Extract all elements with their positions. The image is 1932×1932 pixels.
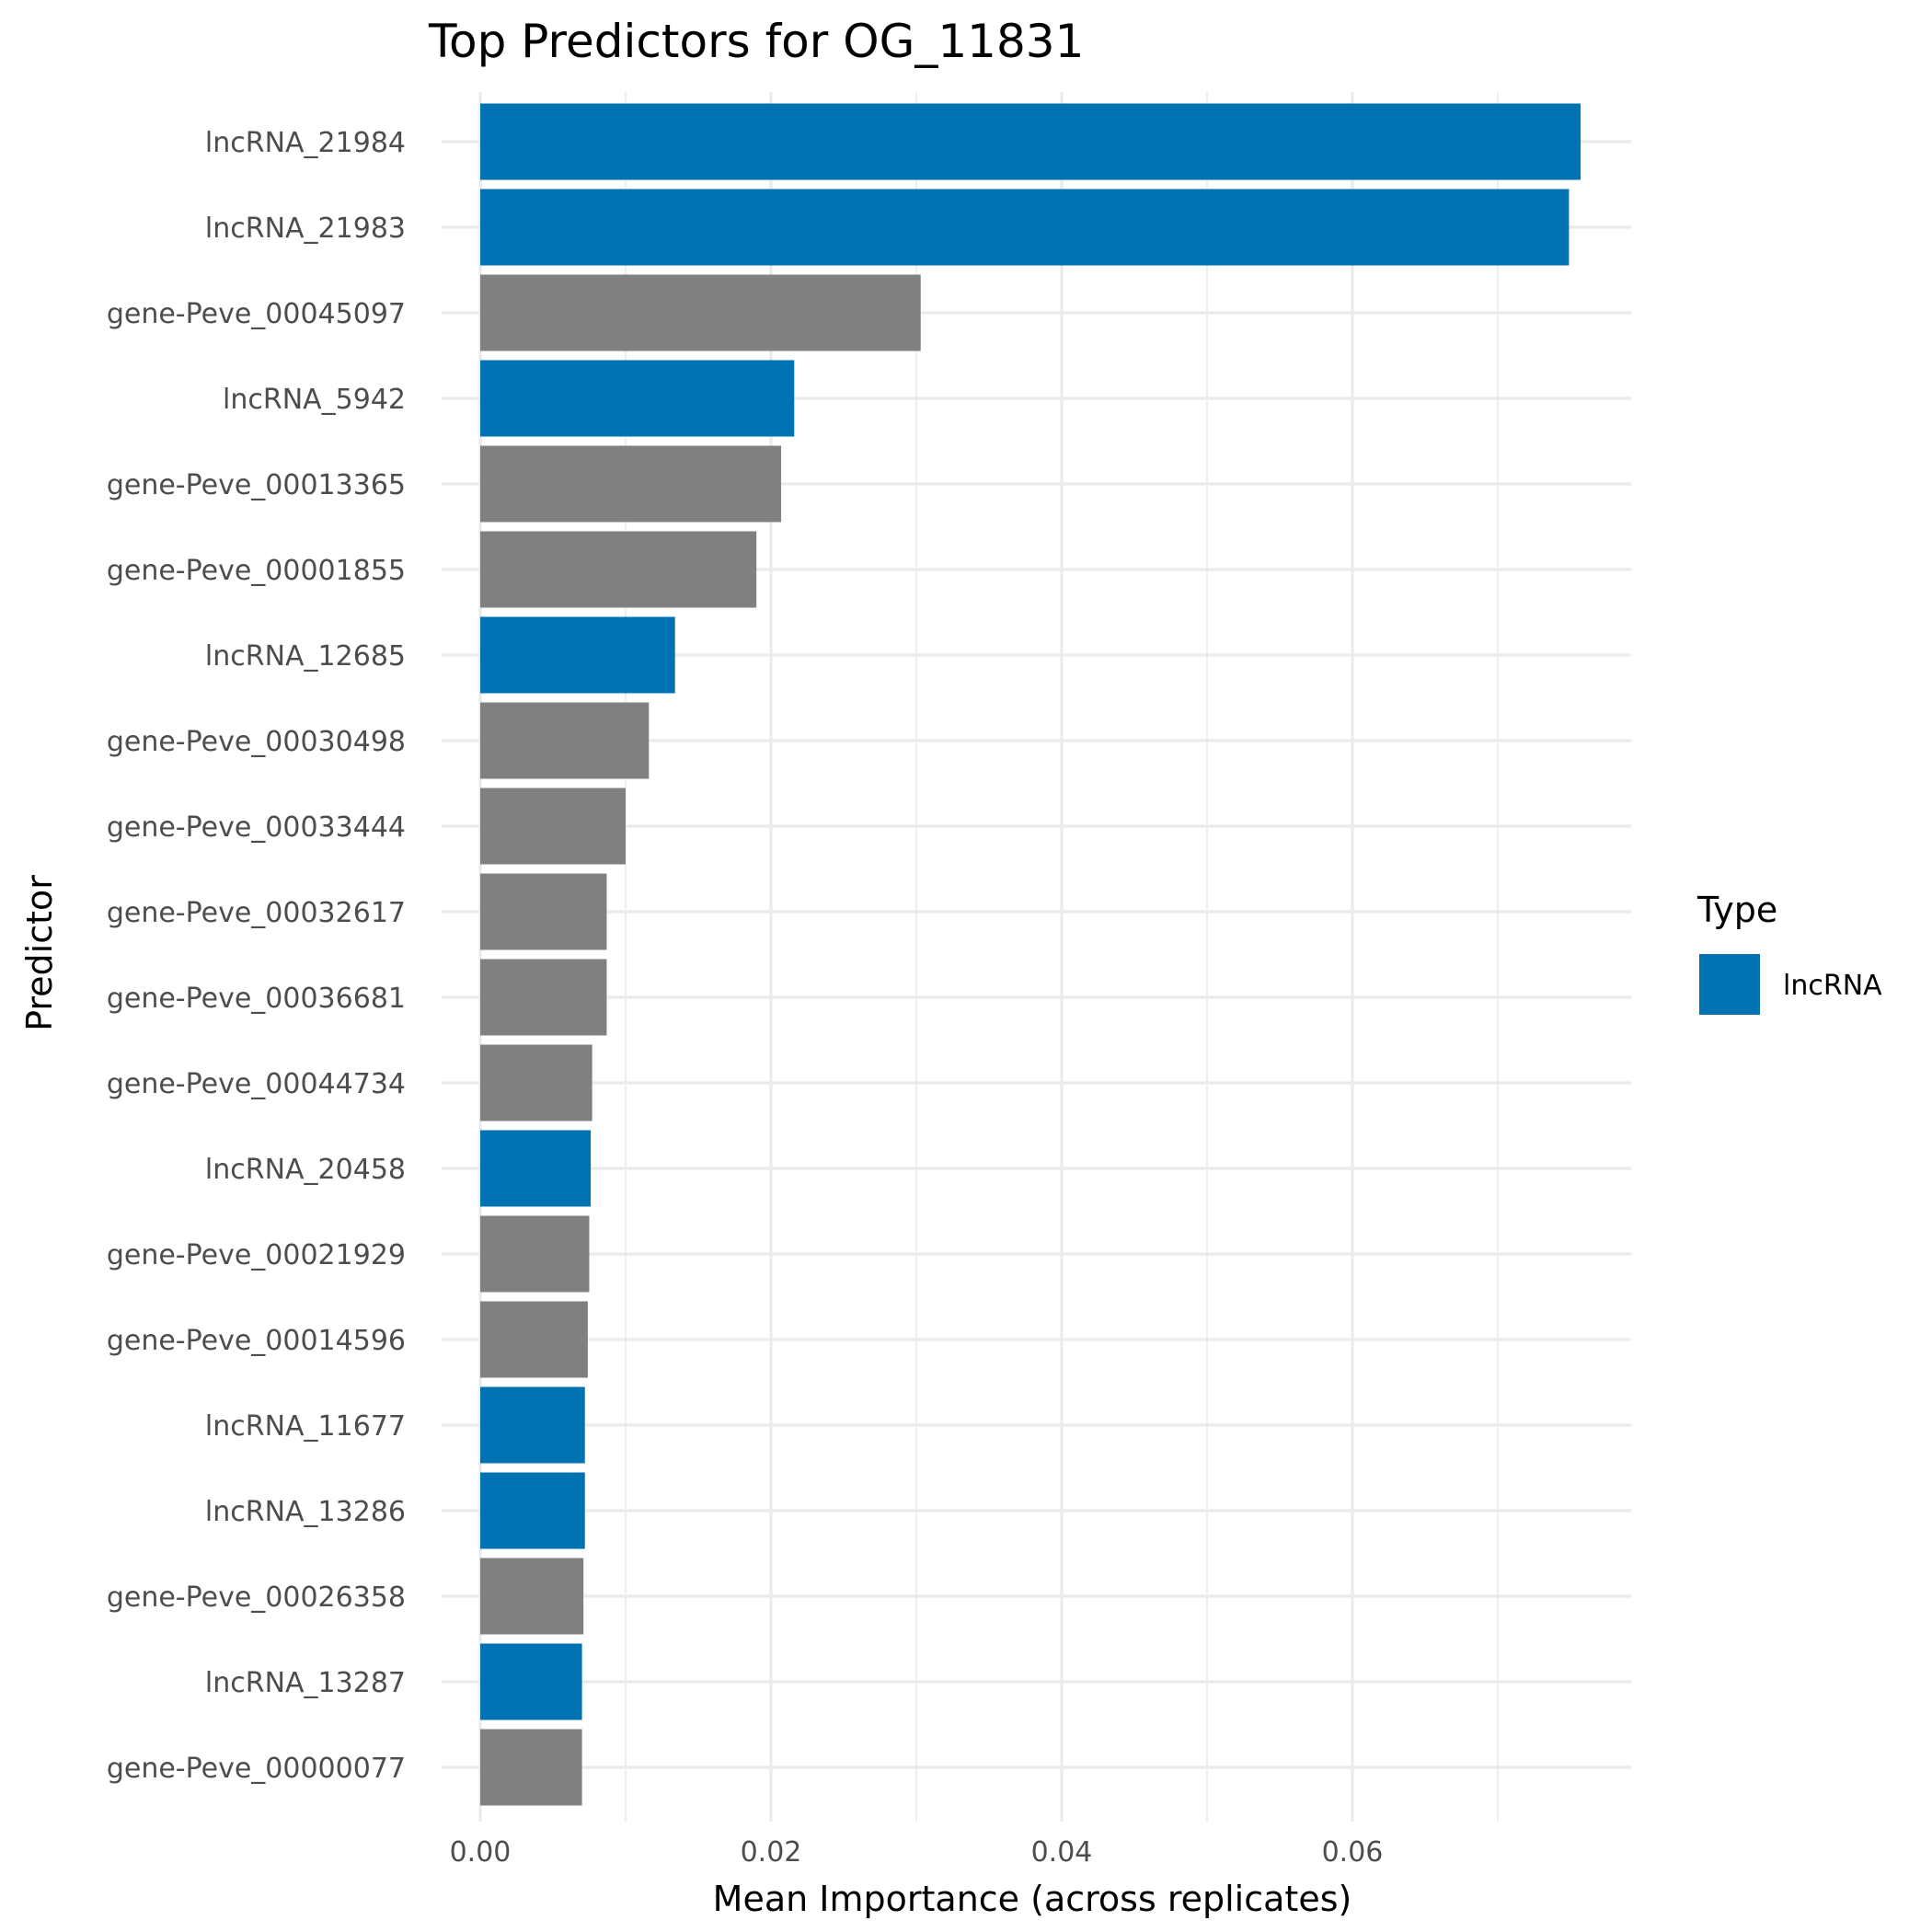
x-tick-label: 0.02 [741,1836,802,1869]
y-tick-label: lncRNA_11677 [205,1410,406,1443]
bar-lncRNA_21983 [480,189,1570,266]
bar-lncRNA_21984 [480,103,1581,180]
y-tick-label: gene-Peve_00044734 [107,1068,406,1100]
bar-gene-Peve_00000077 [480,1729,582,1806]
x-tick-labels: 0.00 0.02 0.04 0.06 [450,1836,1384,1869]
bar-lncRNA_13287 [480,1643,582,1720]
y-tick-label: gene-Peve_00026358 [107,1581,406,1614]
legend-items: lncRNA [1699,954,1882,1015]
y-axis-title: Predictor [19,875,60,1031]
bar-gene-Peve_00026358 [480,1558,584,1635]
y-tick-label: lncRNA_13286 [205,1496,406,1528]
bar-gene-Peve_00036681 [480,959,607,1036]
y-tick-label: gene-Peve_00000077 [107,1753,406,1785]
bar-gene-Peve_00013365 [480,445,782,523]
bar-gene-Peve_00033444 [480,788,626,865]
x-tick-label: 0.04 [1031,1836,1093,1869]
y-tick-label: gene-Peve_00036681 [107,983,406,1015]
bar-lncRNA_13286 [480,1472,585,1549]
x-tick-label: 0.06 [1322,1836,1384,1869]
chart-title: Top Predictors for OG_11831 [428,15,1084,68]
y-tick-label: lncRNA_12685 [205,640,406,673]
bar-gene-Peve_00014596 [480,1301,588,1378]
x-axis-title: Mean Importance (across replicates) [713,1879,1352,1919]
grid [442,92,1631,1822]
y-tick-label: gene-Peve_00021929 [107,1239,406,1271]
y-tick-label: gene-Peve_00032617 [107,897,406,929]
bar-gene-Peve_00045097 [480,274,921,351]
legend-swatch [1699,954,1760,1015]
bar-gene-Peve_00001855 [480,531,757,608]
bar-gene-Peve_00044734 [480,1044,592,1121]
legend-label: lncRNA [1783,970,1882,1002]
y-tick-label: gene-Peve_00013365 [107,469,406,501]
y-tick-label: gene-Peve_00001855 [107,555,406,587]
y-tick-label: gene-Peve_00033444 [107,811,406,844]
bar-lncRNA_11677 [480,1386,585,1464]
bar-gene-Peve_00021929 [480,1215,590,1293]
x-tick-label: 0.00 [450,1836,512,1869]
bar-gene-Peve_00032617 [480,873,607,950]
legend: Type lncRNA [1696,890,1882,1015]
bar-lncRNA_5942 [480,360,795,437]
bar-lncRNA_12685 [480,616,675,694]
y-tick-labels: lncRNA_21984 lncRNA_21983 gene-Peve_000450… [107,127,406,1785]
y-tick-label: gene-Peve_00014596 [107,1325,406,1357]
bars [480,103,1581,1806]
y-tick-label: lncRNA_21983 [205,213,406,245]
bar-gene-Peve_00030498 [480,702,650,779]
y-tick-label: gene-Peve_00045097 [107,298,406,330]
y-tick-label: lncRNA_5942 [223,384,406,416]
y-tick-label: lncRNA_21984 [205,127,406,159]
bar-lncRNA_20458 [480,1130,592,1207]
y-tick-label: lncRNA_13287 [205,1667,406,1699]
y-tick-label: lncRNA_20458 [205,1154,406,1186]
legend-title: Type [1696,890,1777,930]
y-tick-label: gene-Peve_00030498 [107,726,406,758]
